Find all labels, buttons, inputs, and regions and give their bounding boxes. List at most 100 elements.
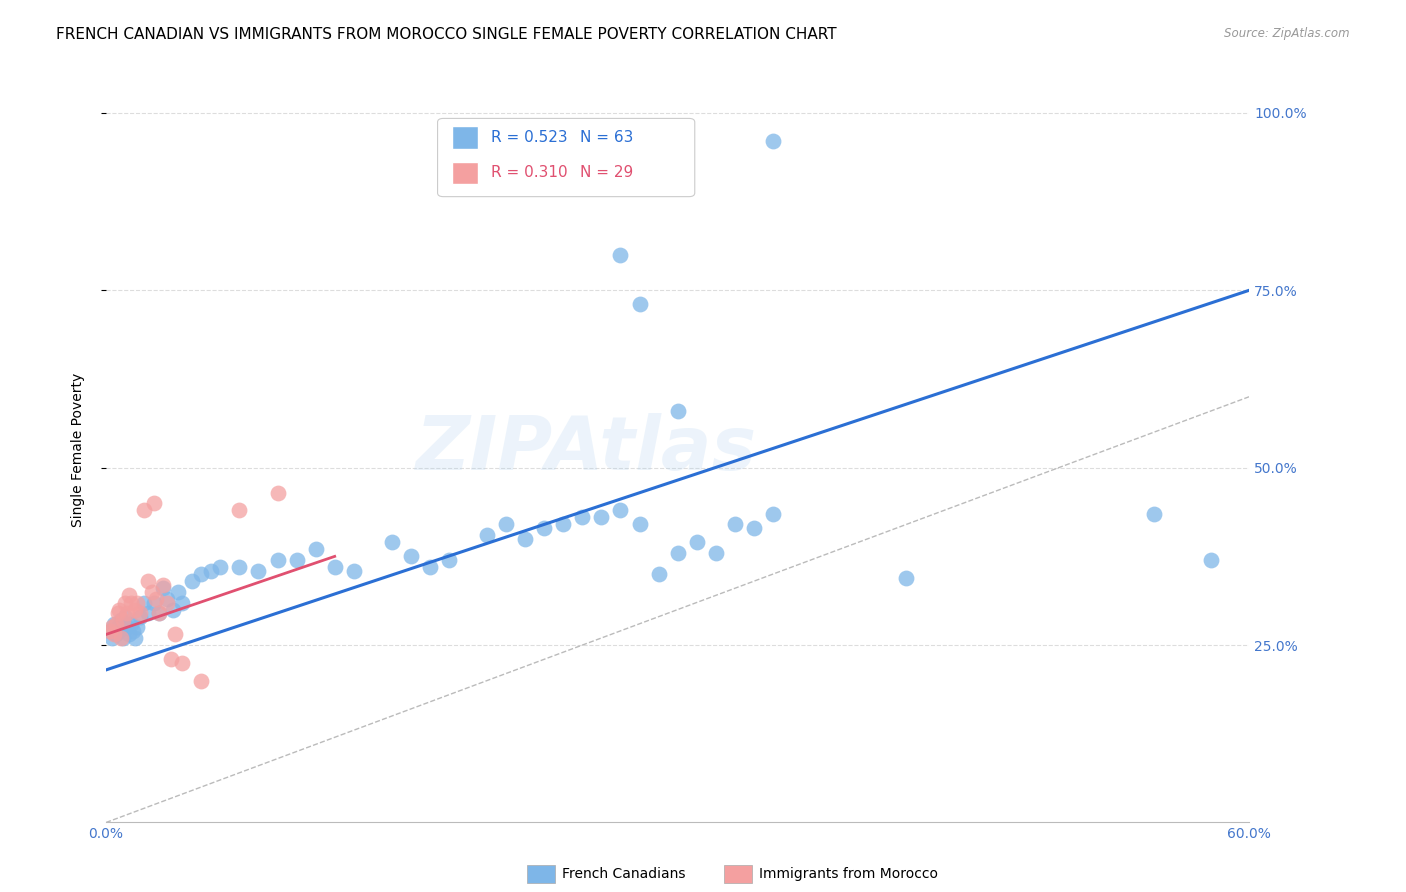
Point [129,606,152,620]
Point [134,595,156,609]
Point [103,627,125,641]
Point [120,616,142,631]
Point [148,606,170,620]
Point [145,591,167,606]
Point [110,613,132,627]
Point [628,517,651,532]
Text: R = 0.523: R = 0.523 [491,130,568,145]
Point [101,631,124,645]
Text: FRENCH CANADIAN VS IMMIGRANTS FROM MOROCCO SINGLE FEMALE POVERTY CORRELATION CHA: FRENCH CANADIAN VS IMMIGRANTS FROM MOROC… [56,27,837,42]
Point [247,564,270,578]
Point [228,503,250,517]
Point [152,578,174,592]
Point [399,549,422,564]
Text: ZIPAtlas: ZIPAtlas [416,414,756,486]
Point [571,510,593,524]
Point [120,595,142,609]
Point [209,560,232,574]
Point [114,609,136,624]
Point [125,595,148,609]
Point [1143,507,1166,521]
Point [142,595,165,609]
Point [381,535,404,549]
Point [647,567,669,582]
Point [108,602,131,616]
Point [266,553,288,567]
Point [162,602,184,616]
Point [107,620,129,634]
Point [685,535,707,549]
Point [121,624,143,638]
Point [742,521,765,535]
Point [533,521,555,535]
Point [323,560,346,574]
FancyBboxPatch shape [437,119,695,196]
Point [134,503,156,517]
Point [148,606,170,620]
Point [156,591,179,606]
Point [152,582,174,596]
Point [285,553,308,567]
Point [124,602,146,616]
Bar [453,126,478,148]
Point [228,560,250,574]
Point [101,620,124,634]
Point [108,624,131,638]
Point [190,673,212,688]
Point [112,631,135,645]
Point [129,609,152,624]
Point [200,564,222,578]
Point [704,546,727,560]
Point [591,510,613,524]
Point [163,627,186,641]
Text: French Canadians: French Canadians [562,867,686,881]
Point [180,574,202,589]
Point [104,616,127,631]
Point [142,496,165,510]
Point [553,517,575,532]
Point [136,574,159,589]
Text: R = 0.310: R = 0.310 [491,165,568,180]
Point [118,627,141,641]
Text: Immigrants from Morocco: Immigrants from Morocco [759,867,938,881]
Point [172,595,194,609]
Bar [453,161,478,184]
Point [124,631,146,645]
Point [343,564,366,578]
Point [628,297,651,311]
Point [666,404,689,418]
Point [141,585,163,599]
Point [515,532,537,546]
Point [437,553,460,567]
Point [110,631,132,645]
Point [103,616,125,631]
Text: Source: ZipAtlas.com: Source: ZipAtlas.com [1225,27,1350,40]
Point [762,134,785,148]
Point [1199,553,1222,567]
Point [136,606,159,620]
Point [762,507,785,521]
Point [98,624,121,638]
Point [156,595,179,609]
Text: N = 29: N = 29 [581,165,634,180]
Point [190,567,212,582]
Point [107,606,129,620]
Point [98,624,121,638]
Text: N = 63: N = 63 [581,130,634,145]
Point [419,560,441,574]
Point [167,585,190,599]
Point [495,517,517,532]
Point [125,620,148,634]
Point [118,588,141,602]
Point [104,627,127,641]
Point [724,517,747,532]
Point [304,542,326,557]
Point [112,613,135,627]
Point [266,485,288,500]
Point [609,503,631,517]
Point [475,528,498,542]
Point [115,620,138,634]
Point [172,656,194,670]
Y-axis label: Single Female Poverty: Single Female Poverty [72,373,86,527]
Point [896,571,918,585]
